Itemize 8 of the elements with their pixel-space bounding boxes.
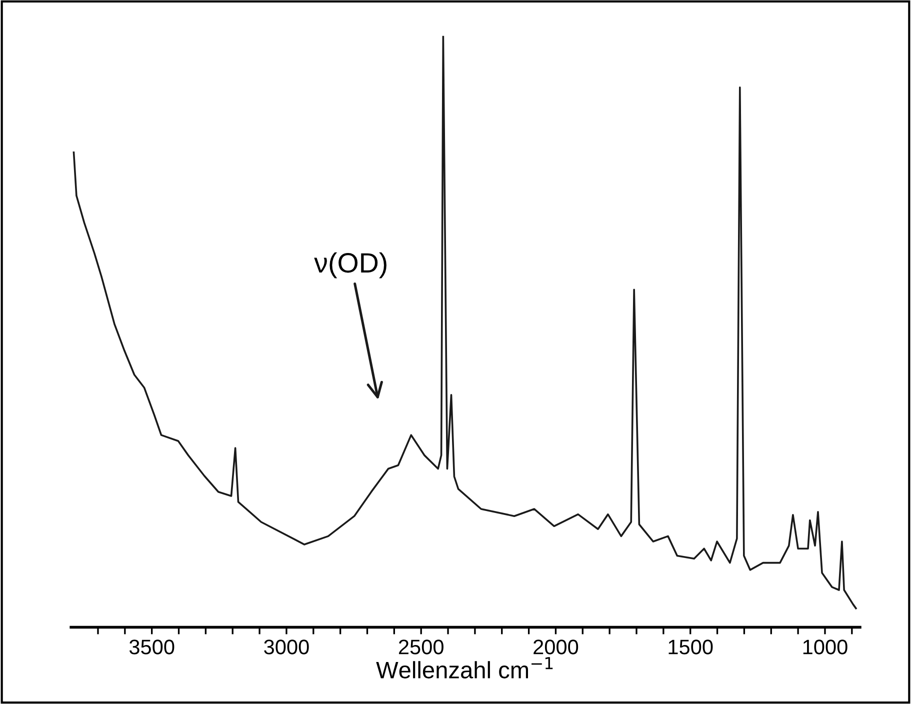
x-axis-title: Wellenzahl cm$^{−1}$ (376, 657, 553, 678)
x-tick-label: 3500 (129, 640, 174, 654)
x-tick-label: 3000 (264, 640, 309, 654)
x-tick-label: 1500 (668, 640, 713, 654)
x-tick-label: 2000 (534, 640, 578, 654)
annotation: ν(OD) (314, 252, 386, 278)
x-tick-label: 1000 (803, 640, 848, 654)
x-tick-label: 2500 (398, 640, 444, 654)
